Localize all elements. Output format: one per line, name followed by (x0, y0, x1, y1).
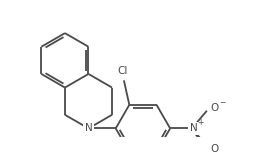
Text: +: + (197, 118, 204, 127)
Text: N: N (189, 123, 197, 133)
Text: O: O (210, 144, 219, 154)
Text: O: O (210, 103, 219, 113)
Text: N: N (85, 123, 92, 133)
Text: Cl: Cl (117, 66, 128, 76)
Text: −: − (219, 98, 225, 107)
